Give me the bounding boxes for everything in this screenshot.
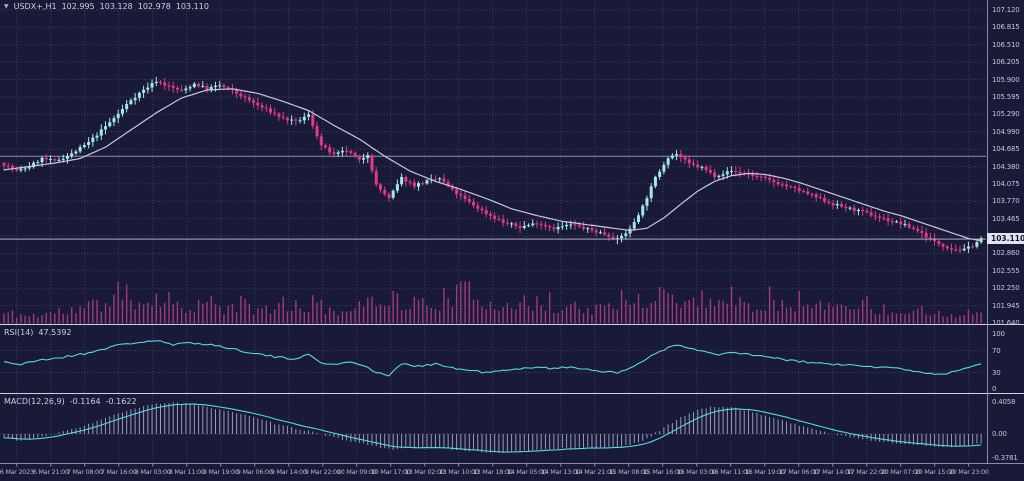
time-tick-label: 13 Mar 18:00 — [472, 468, 513, 476]
current-price-value: 103.110 — [991, 234, 1024, 243]
current-price-tag: 103.110 — [987, 233, 1024, 244]
macd-tick-label: 0.00 — [992, 430, 1007, 438]
price-tick-label: 101.945 — [992, 301, 1020, 310]
time-tick-label: 15 Mar 16:00 — [642, 468, 683, 476]
time-tick-label: 8 Mar 19:00 — [202, 468, 239, 476]
price-tick-label: 103.465 — [992, 214, 1020, 223]
time-tick-label: 17 Mar 06:00 — [778, 468, 819, 476]
time-tick-label: 10 Mar 17:00 — [370, 468, 411, 476]
time-tick-label: 13 Mar 10:00 — [438, 468, 479, 476]
time-tick-label: 9 Mar 14:00 — [270, 468, 307, 476]
price-tick-label: 107.120 — [992, 6, 1020, 14]
time-tick-label: 6 Mar 21:00 — [32, 468, 69, 476]
price-tick-label: 102.555 — [992, 266, 1020, 275]
rsi-tick-label: 30 — [992, 368, 1001, 377]
price-tick-label: 104.685 — [992, 145, 1020, 154]
price-tick-label: 104.075 — [992, 179, 1020, 188]
price-tick-label: 104.990 — [992, 127, 1020, 136]
time-tick-label: 20 Mar 07:00 — [880, 468, 921, 476]
time-tick-label: 8 Mar 03:00 — [134, 468, 171, 476]
price-tick-label: 103.770 — [992, 197, 1020, 206]
time-tick-label: 13 Mar 02:00 — [404, 468, 445, 476]
time-tick-label: 14 Mar 13:00 — [540, 468, 581, 476]
time-tick-label: 17 Mar 22:00 — [846, 468, 887, 476]
rsi-tick-label: 0 — [992, 385, 997, 393]
time-tick-label: 8 Mar 11:00 — [168, 468, 205, 476]
price-tick-label: 102.250 — [992, 284, 1020, 293]
macd-tick-label: -0.3781 — [992, 454, 1018, 462]
time-tick-label: 17 Mar 14:00 — [812, 468, 853, 476]
price-tick-label: 105.595 — [992, 92, 1020, 101]
time-tick-label: 20 Mar 15:00 — [914, 468, 955, 476]
time-tick-label: 15 Mar 08:00 — [608, 468, 649, 476]
time-tick-label: 10 Mar 09:00 — [336, 468, 377, 476]
price-tick-label: 104.380 — [992, 162, 1020, 171]
price-tick-label: 105.290 — [992, 110, 1020, 119]
price-tick-label: 106.205 — [992, 58, 1020, 67]
time-tick-label: 7 Mar 08:00 — [66, 468, 103, 476]
time-tick-label: 20 Mar 23:00 — [948, 468, 989, 476]
time-tick-label: 16 Mar 19:00 — [744, 468, 785, 476]
time-tick-label: 7 Mar 16:00 — [100, 468, 137, 476]
price-tick-label: 105.900 — [992, 75, 1020, 84]
macd-tick-label: 0.4058 — [992, 397, 1016, 406]
time-tick-label: 14 Mar 21:00 — [574, 468, 615, 476]
time-tick-label: 6 Mar 2023 — [0, 468, 34, 476]
rsi-tick-label: 100 — [992, 330, 1005, 338]
time-tick-label: 16 Mar 11:00 — [710, 468, 751, 476]
time-tick-label: 16 Mar 03:00 — [676, 468, 717, 476]
price-tick-label: 101.640 — [992, 319, 1020, 327]
price-tick-label: 106.815 — [992, 23, 1020, 32]
price-tick-label: 106.510 — [992, 40, 1020, 49]
rsi-tick-label: 70 — [992, 346, 1001, 355]
price-tick-label: 102.860 — [992, 249, 1020, 258]
time-tick-label: 14 Mar 05:00 — [506, 468, 547, 476]
time-tick-label: 9 Mar 06:00 — [236, 468, 273, 476]
time-tick-label: 9 Mar 22:00 — [304, 468, 341, 476]
